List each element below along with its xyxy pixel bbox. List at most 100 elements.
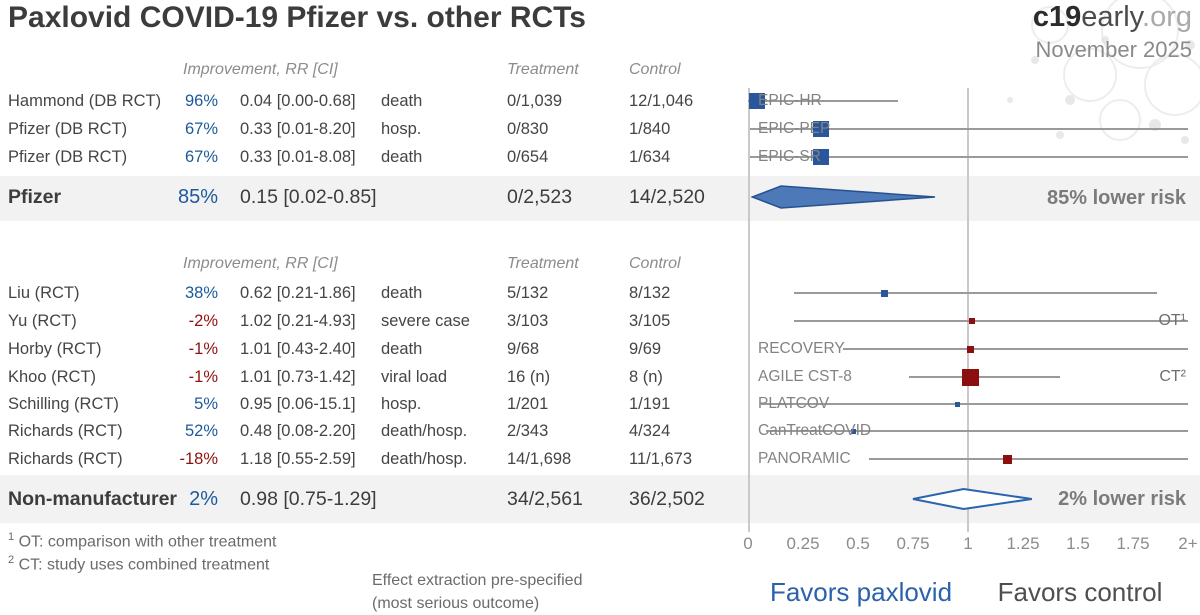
outcome-label: death — [381, 340, 423, 358]
favors-control-label: Favors control — [997, 577, 1163, 607]
trial-name-label: RECOVERY — [758, 340, 845, 357]
rr-ci-value: 0.33 [0.01-8.20] — [240, 120, 356, 138]
treatment-count: 0/654 — [507, 148, 549, 166]
improvement-value: -2% — [188, 312, 218, 330]
summary-treatment-count: 0/2,523 — [507, 186, 573, 208]
effect-marker[interactable] — [851, 428, 857, 434]
table-row: Schilling (RCT) 5% 0.95 [0.06-15.1] hosp… — [0, 390, 745, 418]
study-name[interactable]: Yu (RCT) — [8, 312, 77, 330]
study-name[interactable]: Schilling (RCT) — [8, 395, 119, 413]
effect-marker[interactable] — [1003, 454, 1013, 464]
trial-name-label: PANORAMIC — [758, 450, 851, 467]
study-name[interactable]: Hammond (DB RCT) — [8, 92, 162, 110]
study-name[interactable]: Khoo (RCT) — [8, 368, 97, 386]
logo-org: .org — [1142, 1, 1192, 33]
table-row: Yu (RCT) -2% 1.02 [0.21-4.93] severe cas… — [0, 307, 745, 335]
effect-marker[interactable] — [880, 289, 888, 297]
axis-tick-label: 0.75 — [896, 534, 930, 553]
ci-line — [842, 348, 1188, 350]
forest-plot: 0 0.25 0.5 0.75 1 1.25 1.5 1.75 2+ Favor… — [743, 88, 1198, 607]
ci-line — [750, 156, 1188, 158]
outcome-label: hosp. — [381, 120, 422, 138]
effect-marker[interactable] — [969, 318, 976, 324]
outcome-label: death — [381, 284, 423, 302]
pfizer-summary-band — [0, 176, 1200, 221]
page-title: Paxlovid COVID-19 Pfizer vs. other RCTs — [8, 1, 586, 34]
effect-marker[interactable] — [812, 121, 829, 137]
rr-ci-value: 0.62 [0.21-1.86] — [240, 284, 356, 302]
summary-control-count: 14/2,520 — [629, 186, 705, 208]
treatment-type-label: CT² — [1159, 368, 1186, 385]
control-count: 3/105 — [629, 312, 671, 330]
table-header-group2: Improvement, RR [CI] Treatment Control — [0, 250, 745, 278]
effect-marker[interactable] — [966, 345, 974, 353]
logo-early: early — [1081, 1, 1143, 33]
footnote-superscript: 1 — [8, 531, 15, 543]
rr-ci-value: 0.95 [0.06-15.1] — [240, 395, 356, 413]
trial-name-label: AGILE CST-8 — [758, 368, 852, 385]
effect-marker[interactable] — [812, 149, 829, 165]
summary-rr-ci: 0.15 [0.02-0.85] — [240, 186, 377, 208]
outcome-label: severe case — [381, 312, 470, 330]
ci-line — [794, 292, 1158, 294]
axis-tick-label: 1.75 — [1116, 534, 1150, 553]
study-name[interactable]: Horby (RCT) — [8, 340, 102, 358]
study-name[interactable]: Liu (RCT) — [8, 284, 80, 302]
control-count: 12/1,046 — [629, 92, 694, 110]
treatment-count: 0/830 — [507, 120, 549, 138]
summary-diamond — [912, 487, 1032, 511]
summary-improvement: 2% — [189, 488, 218, 510]
improvement-value: 67% — [184, 148, 218, 166]
table-row: Richards (RCT) 52% 0.48 [0.08-2.20] deat… — [0, 417, 745, 445]
summary-row-nonmanufacturer: Non-manufacturer 2% 0.98 [0.75-1.29] 34/… — [0, 485, 745, 513]
control-count: 8/132 — [629, 284, 671, 302]
study-name[interactable]: Pfizer (DB RCT) — [8, 120, 128, 138]
table-row: Horby (RCT) -1% 1.01 [0.43-2.40] death 9… — [0, 335, 745, 363]
axis-tick-label: 0.5 — [846, 534, 870, 553]
improvement-value: 38% — [184, 284, 218, 302]
summary-group-name: Pfizer — [8, 186, 62, 208]
rr-ci-value: 1.01 [0.43-2.40] — [240, 340, 356, 358]
control-count: 1/191 — [629, 395, 671, 413]
summary-improvement: 85% — [177, 186, 218, 208]
improvement-value: 5% — [194, 395, 218, 413]
axis-tick-label: 1.25 — [1006, 534, 1040, 553]
effect-marker[interactable] — [961, 368, 979, 386]
table-header-group1: Improvement, RR [CI] Treatment Control — [0, 56, 745, 84]
trial-name-label: CanTreatCOVID — [758, 422, 872, 439]
outcome-label: death/hosp. — [381, 422, 468, 440]
trial-name-label: PLATCOV — [758, 395, 830, 412]
effect-marker[interactable] — [954, 401, 960, 407]
treatment-header: Treatment — [507, 61, 579, 78]
footnote-ct: 2 CT: study uses combined treatment — [8, 554, 269, 574]
study-name[interactable]: Richards (RCT) — [8, 450, 123, 468]
reference-line-rr1 — [967, 88, 969, 532]
summary-rr-ci: 0.98 [0.75-1.29] — [240, 488, 377, 510]
outcome-label: hosp. — [381, 395, 422, 413]
rr-ci-value: 1.01 [0.73-1.42] — [240, 368, 356, 386]
footnote-ot: 1 OT: comparison with other treatment — [8, 531, 276, 551]
ci-line — [908, 376, 1061, 378]
site-logo[interactable]: c19early.org — [1033, 1, 1192, 34]
effect-marker[interactable] — [748, 93, 765, 109]
summary-control-count: 36/2,502 — [629, 488, 705, 510]
effect-extraction-note: Effect extraction pre-specified (most se… — [372, 569, 582, 615]
nonmanufacturer-risk-label: 2% lower risk — [1058, 488, 1186, 510]
axis-tick-label: 0 — [743, 534, 753, 553]
treatment-count: 5/132 — [507, 284, 549, 302]
improvement-value: 96% — [184, 92, 218, 110]
control-count: 1/634 — [629, 148, 671, 166]
study-name[interactable]: Pfizer (DB RCT) — [8, 148, 128, 166]
axis-tick-label: 2+ — [1178, 534, 1198, 553]
rr-ci-value: 1.02 [0.21-4.93] — [240, 312, 356, 330]
virus-watermark — [1007, 0, 1200, 144]
axis-tick-label: 0.25 — [786, 534, 820, 553]
note-line1: Effect extraction pre-specified — [372, 572, 583, 589]
control-header: Control — [629, 255, 681, 272]
treatment-header: Treatment — [507, 255, 579, 272]
study-name[interactable]: Richards (RCT) — [8, 422, 123, 440]
summary-group-name: Non-manufacturer — [8, 488, 178, 510]
outcome-label: viral load — [381, 368, 448, 386]
control-count: 11/1,673 — [629, 450, 693, 468]
improvement-value: -1% — [188, 340, 218, 358]
